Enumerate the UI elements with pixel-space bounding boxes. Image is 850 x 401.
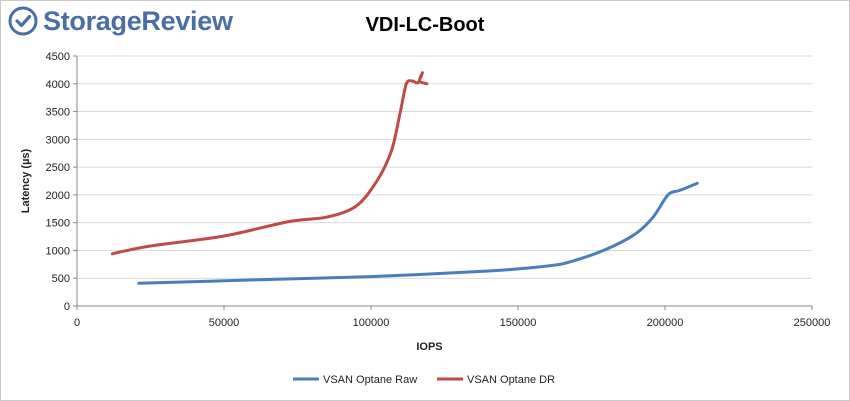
- y-tick-label: 1500: [46, 218, 70, 230]
- x-tick-label: 150000: [500, 317, 537, 329]
- x-axis-ticks: 0 50000 100000 150000 200000 250000: [74, 317, 830, 329]
- chart-title: VDI-LC-Boot: [365, 14, 485, 36]
- y-tick-label: 2500: [46, 162, 70, 174]
- x-tick-label: 200000: [647, 317, 684, 329]
- x-tick-label: 250000: [794, 317, 831, 329]
- legend-label: VSAN Optane Raw: [323, 374, 417, 386]
- brand-logo: StorageReview: [8, 5, 233, 37]
- axes: [73, 55, 813, 310]
- legend: VSAN Optane Raw VSAN Optane DR: [293, 374, 555, 386]
- y-tick-label: 2000: [46, 190, 70, 202]
- y-axis-label: Latency (µs): [20, 148, 32, 213]
- y-tick-label: 0: [64, 301, 70, 313]
- storagereview-logo-icon: [8, 6, 38, 36]
- y-tick-label: 4000: [46, 79, 70, 91]
- x-tick-label: 100000: [353, 317, 390, 329]
- x-tick-label: 0: [74, 317, 80, 329]
- series-lines: [110, 71, 699, 285]
- y-tick-label: 500: [52, 273, 70, 285]
- y-tick-label: 3500: [46, 107, 70, 119]
- x-tick-label: 50000: [209, 317, 240, 329]
- y-tick-label: 4500: [46, 51, 70, 63]
- x-axis-label: IOPS: [416, 341, 442, 353]
- legend-label: VSAN Optane DR: [467, 374, 555, 386]
- y-tick-label: 3000: [46, 134, 70, 146]
- y-axis-ticks: 0 500 1000 1500 2000 2500 3000 3500 4000 4500: [46, 51, 70, 313]
- gridlines: [77, 55, 812, 279]
- brand-name: StorageReview: [43, 5, 233, 36]
- legend-item: VSAN Optane Raw: [293, 374, 417, 386]
- series-line-vsan-optane-raw: [137, 181, 699, 285]
- legend-item: VSAN Optane DR: [437, 374, 555, 386]
- series-line-vsan-optane-dr: [110, 71, 429, 256]
- y-tick-label: 1000: [46, 245, 70, 257]
